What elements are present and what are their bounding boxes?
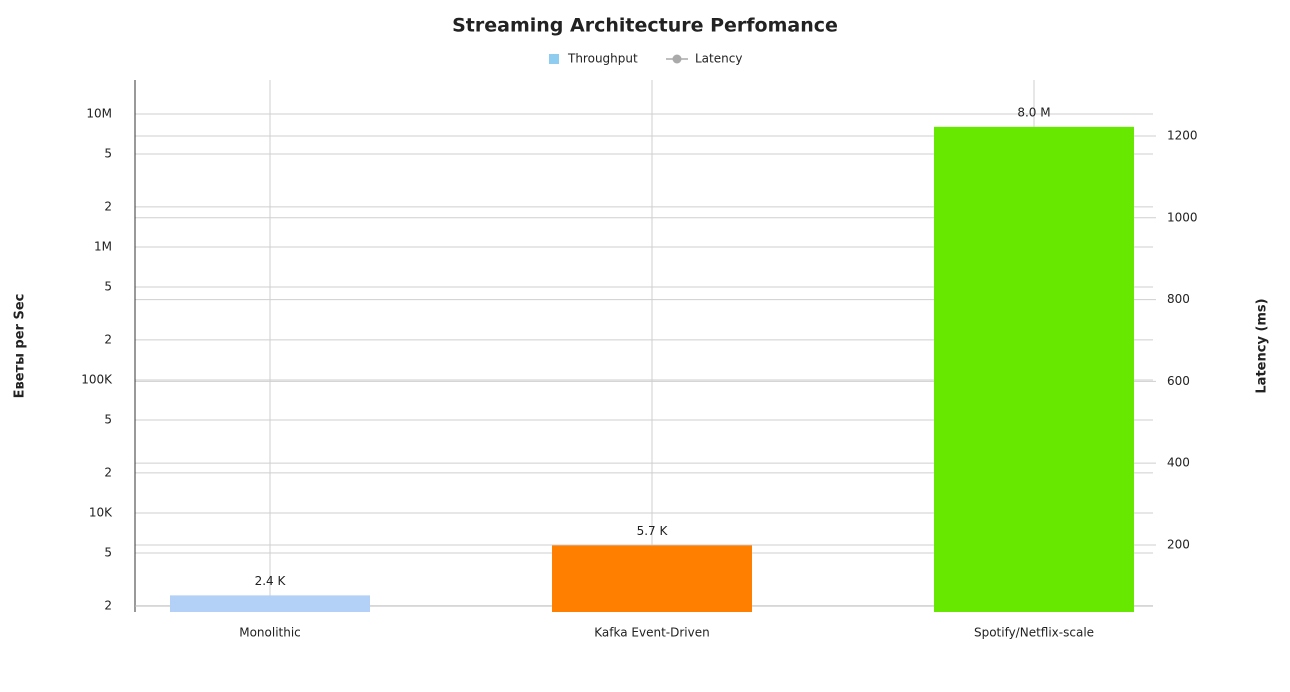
legend-label: Latency [695,52,742,66]
x-tick-label: Monolithic [239,626,301,640]
y2-axis-label: Latency (ms) [1255,298,1270,393]
legend-swatch [672,54,682,64]
bar [934,126,1134,613]
y-tick-label: 5 [104,545,112,559]
x-tick-label: Spotify/Netflix-scale [974,626,1094,640]
legend-label: Throughput [567,52,638,66]
y-axis-label: Еветы per Sec [13,294,28,399]
bar [170,595,370,612]
y-tick-label: 2 [104,598,112,612]
y2-tick-label: 1000 [1167,210,1198,224]
data-label: 8.0 M [1017,105,1050,119]
y2-tick-label: 1200 [1167,129,1198,143]
y-tick-label: 5 [104,412,112,426]
y2-tick-label: 200 [1167,537,1190,551]
data-label: 5.7 K [637,524,669,538]
y2-tick-label: 600 [1167,374,1190,388]
legend-swatch [549,54,559,64]
chart-title: Streaming Architecture Perfomance [452,15,838,37]
y2-tick-label: 400 [1167,456,1190,470]
y-tick-label: 5 [104,146,112,160]
y-tick-label: 5 [104,279,112,293]
y-tick-label: 100K [81,372,113,386]
y-tick-label: 2 [104,465,112,479]
y-tick-label: 2 [104,332,112,346]
y-tick-label: 10K [89,505,113,519]
y-tick-label: 1M [94,239,112,253]
y-tick-label: 2 [104,199,112,213]
y-tick-label: 10M [86,106,112,120]
data-label: 2.4 K [255,574,287,588]
x-tick-label: Kafka Event-Driven [594,626,709,640]
bar [552,545,752,612]
y2-tick-label: 800 [1167,292,1190,306]
